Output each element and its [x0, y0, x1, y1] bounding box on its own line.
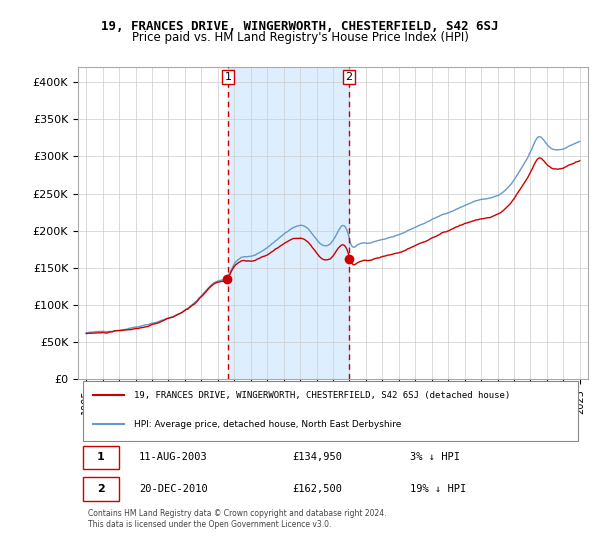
Text: Contains HM Land Registry data © Crown copyright and database right 2024.
This d: Contains HM Land Registry data © Crown c…: [88, 509, 387, 529]
Text: 2: 2: [97, 484, 105, 494]
Text: 3% ↓ HPI: 3% ↓ HPI: [409, 452, 460, 463]
Text: £134,950: £134,950: [292, 452, 342, 463]
Text: 19, FRANCES DRIVE, WINGERWORTH, CHESTERFIELD, S42 6SJ: 19, FRANCES DRIVE, WINGERWORTH, CHESTERF…: [101, 20, 499, 32]
Text: £162,500: £162,500: [292, 484, 342, 494]
Text: 1: 1: [224, 72, 232, 82]
Bar: [228, 67, 349, 380]
Text: 11-AUG-2003: 11-AUG-2003: [139, 452, 208, 463]
Text: 19, FRANCES DRIVE, WINGERWORTH, CHESTERFIELD, S42 6SJ (detached house): 19, FRANCES DRIVE, WINGERWORTH, CHESTERF…: [134, 390, 511, 399]
Text: 19% ↓ HPI: 19% ↓ HPI: [409, 484, 466, 494]
FancyBboxPatch shape: [83, 446, 119, 469]
Text: 20-DEC-2010: 20-DEC-2010: [139, 484, 208, 494]
Text: Price paid vs. HM Land Registry's House Price Index (HPI): Price paid vs. HM Land Registry's House …: [131, 31, 469, 44]
Text: 1: 1: [97, 452, 105, 463]
Text: 2: 2: [346, 72, 353, 82]
FancyBboxPatch shape: [83, 381, 578, 441]
FancyBboxPatch shape: [83, 477, 119, 501]
Text: HPI: Average price, detached house, North East Derbyshire: HPI: Average price, detached house, Nort…: [134, 420, 401, 429]
